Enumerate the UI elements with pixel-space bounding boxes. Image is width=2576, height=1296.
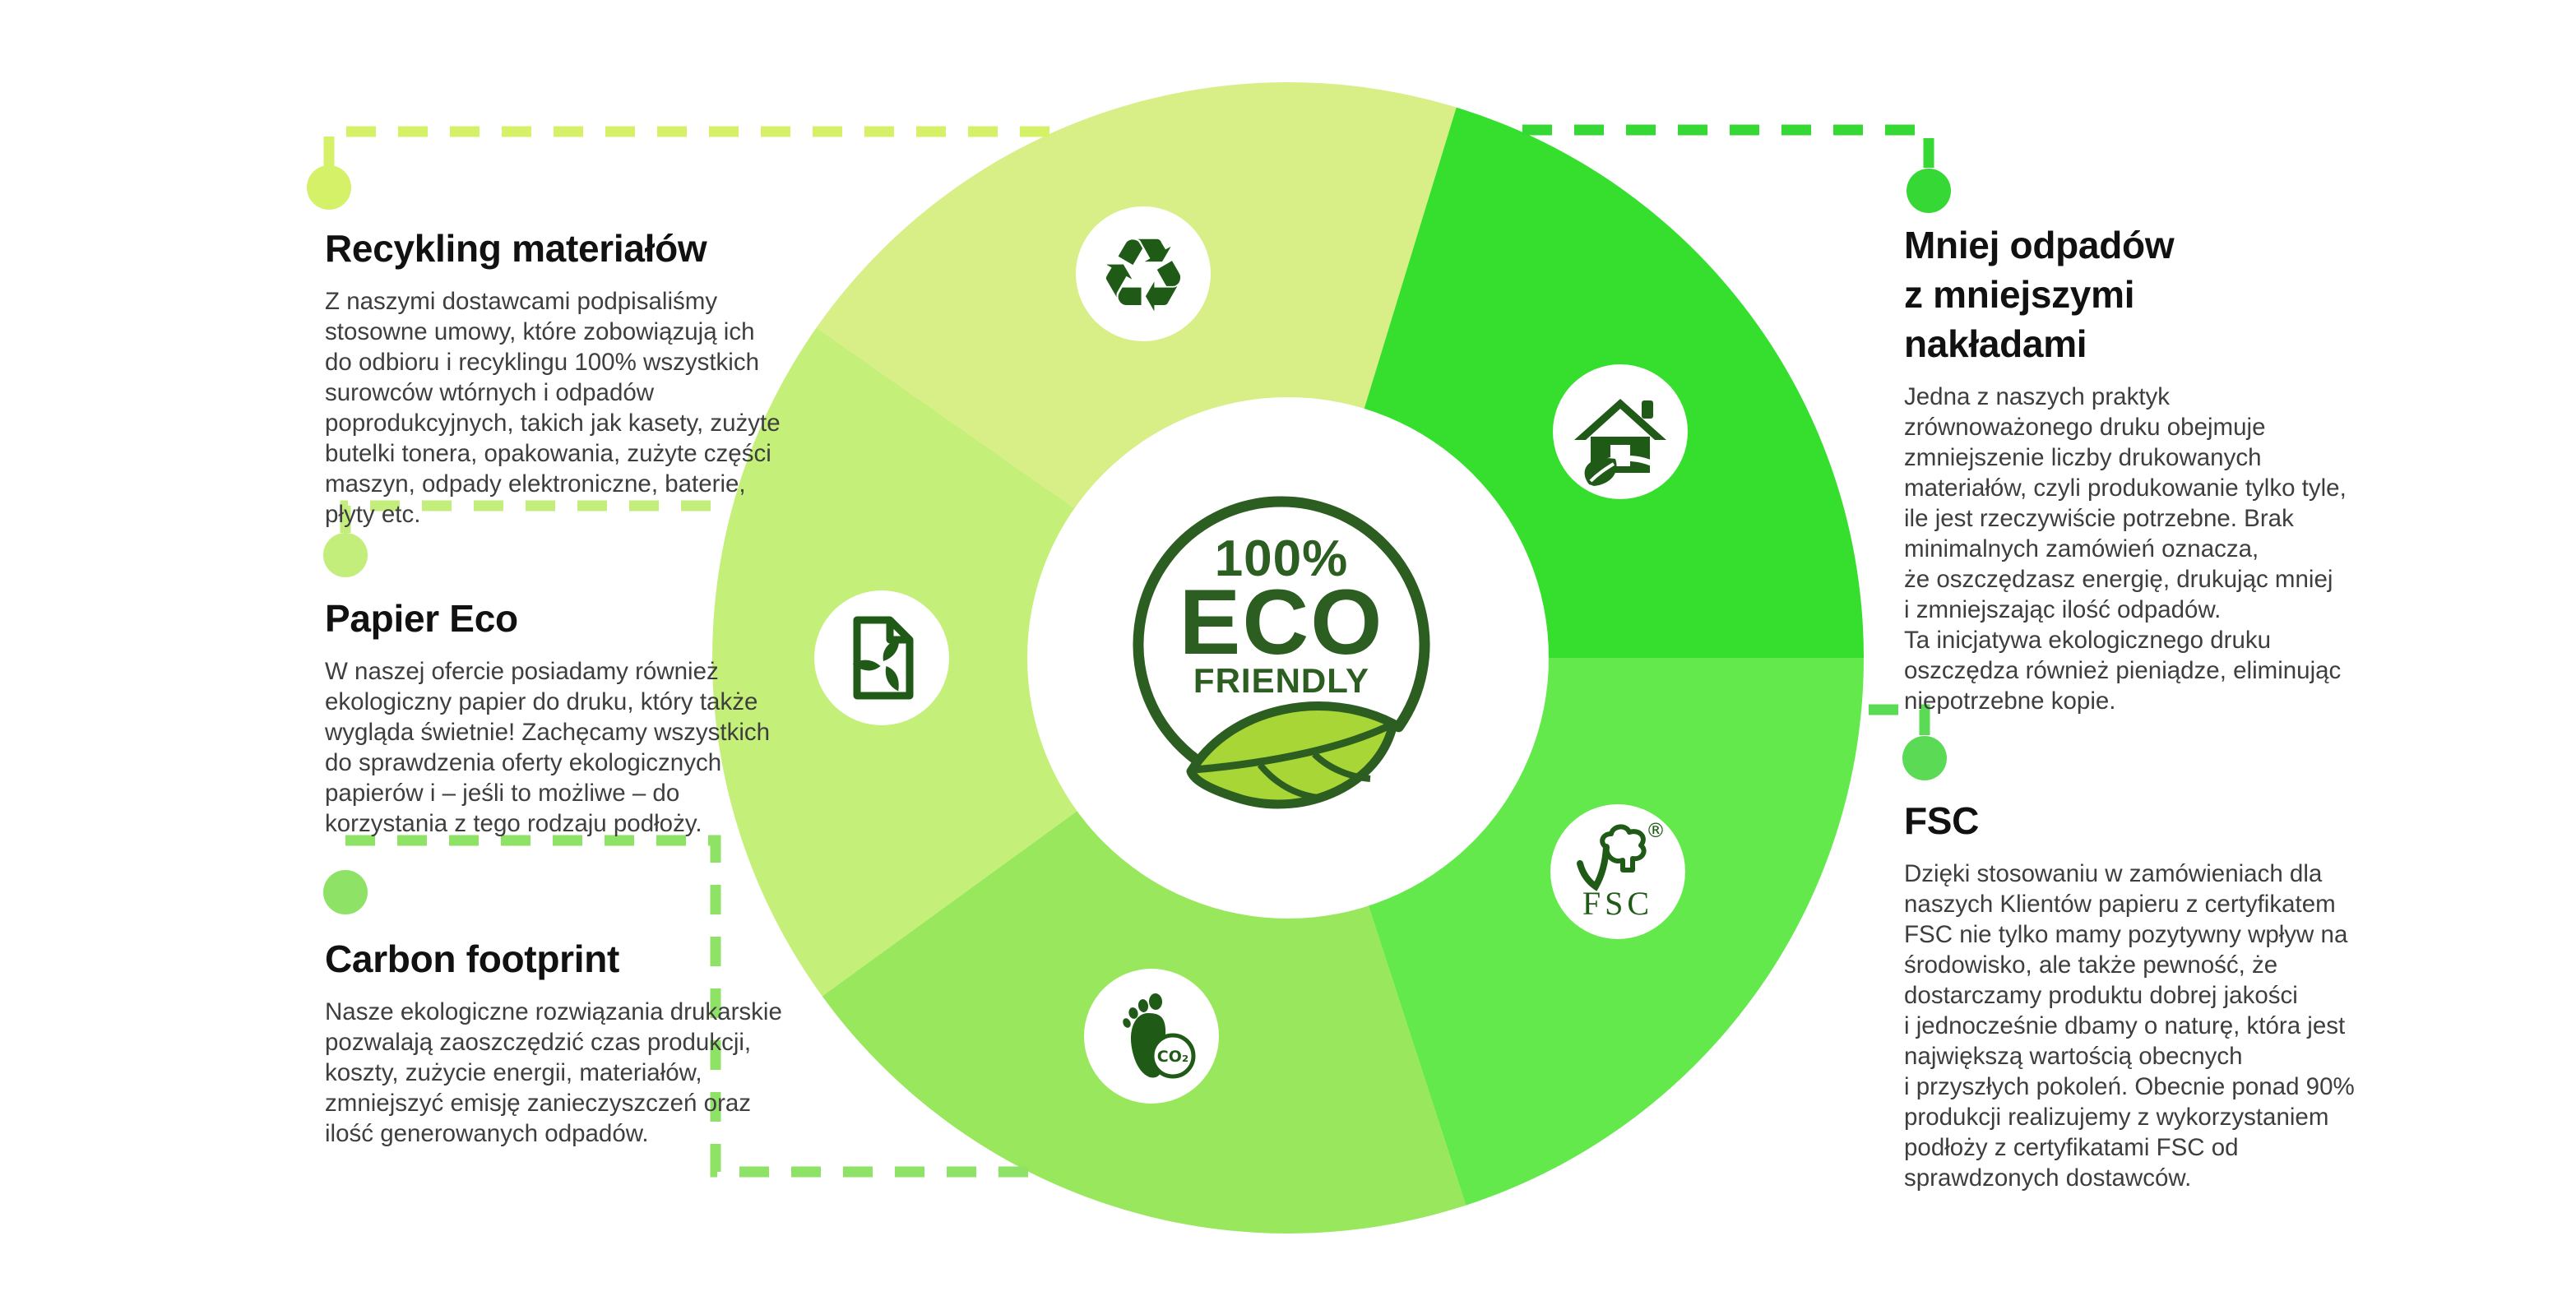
- connector-carbon-footprint: [345, 835, 1029, 1178]
- connector-recycling: [323, 126, 1054, 166]
- section-recycling-body: Z naszymi dostawcami podpisaliśmy stosow…: [325, 288, 781, 528]
- eco-house-icon: [1574, 399, 1666, 486]
- bullet-recycling: [307, 165, 351, 210]
- connector-less-waste: [1517, 124, 1934, 168]
- recycle-icon-disc: [1076, 206, 1211, 341]
- connector-fsc: [1861, 704, 1930, 735]
- badge-ring: [1133, 496, 1430, 794]
- connector-eco-paper: [340, 500, 733, 533]
- section-less-waste-body: Jedna z naszych praktyk zrównoważonego d…: [1904, 383, 2347, 715]
- bullet-eco-paper: [323, 533, 368, 577]
- carbon-footprint-icon: CO₂: [1123, 993, 1196, 1079]
- badge-friendly-label: FRIENDLY: [1193, 661, 1369, 700]
- svg-text:CO₂: CO₂: [1157, 1048, 1188, 1066]
- wheel-inner-disc: [1027, 397, 1549, 919]
- fsc-icon-disc: [1550, 804, 1685, 939]
- section-less-waste: Mniej odpadów z mniejszymi nakładami Jed…: [1904, 220, 2365, 716]
- svg-text:FSC: FSC: [1582, 885, 1653, 922]
- section-carbon-footprint-body: Nasze ekologiczne rozwiązania drukarskie…: [325, 998, 782, 1147]
- section-less-waste-title: Mniej odpadów z mniejszymi nakładami: [1904, 224, 2175, 365]
- section-fsc-title: FSC: [1904, 799, 1980, 842]
- eco-house-icon-disc: [1553, 364, 1688, 499]
- fsc-icon: ® FSC: [1577, 819, 1666, 922]
- svg-text:®: ®: [1646, 819, 1666, 842]
- eco-paper-icon-disc: [814, 590, 949, 725]
- eco-paper-icon: [852, 616, 914, 700]
- bullet-carbon-footprint: [323, 870, 368, 914]
- bullet-fsc: [1902, 736, 1947, 780]
- badge-eco-label: ECO: [1179, 571, 1384, 673]
- segment-eco-paper: [712, 327, 1288, 997]
- recycle-icon: ♻: [1097, 217, 1188, 336]
- section-fsc: FSC Dzięki stosowaniu w zamówieniach dla…: [1904, 796, 2365, 1193]
- section-carbon-footprint: Carbon footprint Nasze ekologiczne rozwi…: [325, 934, 785, 1149]
- badge-leaf: [1186, 701, 1398, 809]
- section-eco-paper-title: Papier Eco: [325, 597, 518, 640]
- eco-friendly-badge: 100% ECO FRIENDLY: [1133, 496, 1430, 809]
- section-carbon-footprint-title: Carbon footprint: [325, 937, 620, 980]
- section-eco-paper-body: W naszej ofercie posiadamy również ekolo…: [325, 658, 771, 837]
- badge-100-label: 100%: [1215, 530, 1349, 587]
- section-recycling-title: Recykling materiałów: [325, 227, 707, 270]
- section-fsc-body: Dzięki stosowaniu w zamówieniach dla nas…: [1904, 860, 2355, 1192]
- section-recycling: Recykling materiałów Z naszymi dostawcam…: [325, 224, 785, 530]
- bullet-less-waste: [1907, 169, 1951, 213]
- section-eco-paper: Papier Eco W naszej ofercie posiadamy ró…: [325, 594, 785, 839]
